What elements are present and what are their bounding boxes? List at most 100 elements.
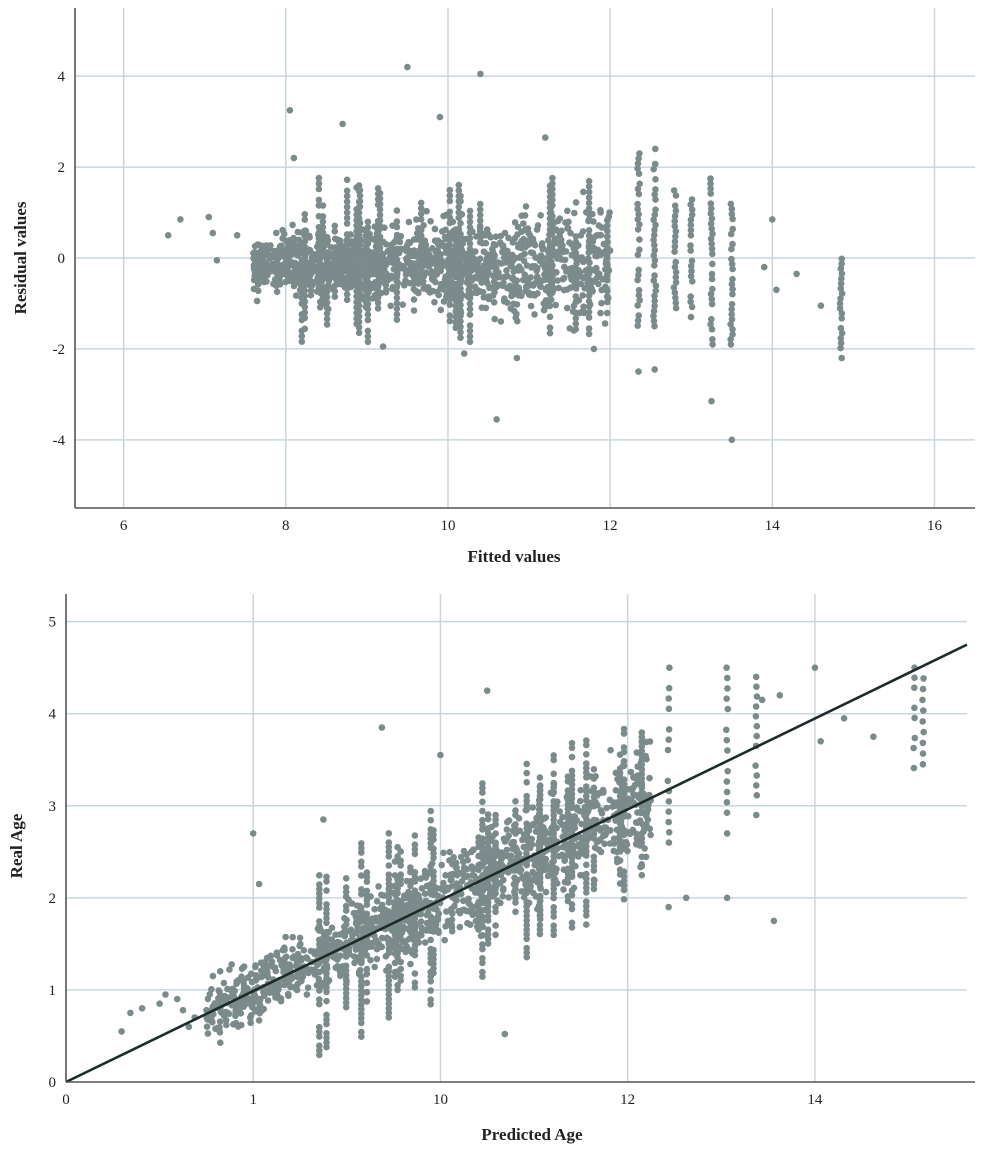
regression-line — [65, 643, 968, 1084]
data-point — [559, 275, 567, 283]
data-point — [343, 214, 351, 222]
data-point — [336, 237, 343, 244]
data-point — [267, 952, 275, 960]
data-point — [427, 830, 435, 838]
data-point — [385, 889, 393, 897]
data-point — [298, 283, 306, 291]
data-point — [536, 815, 544, 823]
data-point — [555, 248, 562, 256]
data-point — [319, 213, 327, 220]
data-point — [466, 311, 474, 318]
data-point — [838, 270, 846, 278]
data-point — [427, 922, 435, 930]
data-point — [363, 938, 371, 945]
data-point — [410, 307, 418, 314]
data-point — [427, 927, 435, 934]
data-point — [536, 792, 544, 800]
data-point — [707, 190, 714, 197]
data-point — [457, 219, 464, 227]
data-point — [638, 789, 646, 796]
data-point — [385, 935, 393, 943]
data-point — [729, 285, 736, 293]
data-point — [838, 255, 846, 263]
data-point — [374, 283, 382, 290]
data-point — [728, 205, 736, 213]
data-point — [336, 248, 343, 255]
data-point — [520, 235, 527, 243]
data-point — [323, 1039, 330, 1046]
data-point — [216, 968, 224, 975]
data-point — [550, 931, 557, 939]
data-point — [394, 986, 401, 994]
data-point — [385, 995, 393, 1003]
data-point — [204, 1030, 212, 1037]
data-point — [484, 834, 492, 841]
data-point — [620, 730, 628, 737]
data-point — [355, 313, 363, 320]
residual-plot-xlabel: Fitted values — [467, 547, 560, 566]
data-point — [509, 239, 517, 246]
data-point — [707, 290, 715, 298]
data-point — [672, 258, 679, 266]
data-point — [410, 236, 418, 243]
data-point — [708, 315, 715, 323]
data-point — [286, 982, 293, 989]
data-point — [687, 293, 694, 300]
data-point — [517, 252, 525, 260]
data-point — [596, 836, 604, 843]
data-point — [590, 885, 598, 893]
data-point — [707, 321, 714, 328]
data-point — [536, 875, 544, 883]
data-point — [323, 937, 330, 945]
data-point — [590, 798, 598, 805]
data-point — [620, 744, 628, 751]
data-point — [585, 265, 593, 272]
data-point — [603, 216, 611, 224]
data-point — [652, 186, 659, 193]
data-point — [394, 903, 401, 911]
data-point — [837, 285, 845, 292]
data-point — [446, 241, 454, 248]
data-point — [440, 849, 447, 857]
data-point — [342, 948, 350, 956]
data-point — [536, 824, 544, 832]
data-point — [363, 887, 371, 895]
data-point — [664, 746, 672, 754]
data-point — [316, 918, 323, 925]
data-point — [323, 250, 331, 257]
data-point — [301, 216, 309, 223]
data-point — [216, 1018, 224, 1025]
data-point — [446, 295, 454, 303]
data-point — [355, 307, 363, 315]
data-point — [536, 801, 544, 809]
y-tick-label: 1 — [49, 983, 57, 999]
data-point — [220, 1012, 228, 1019]
y-tick-label: 4 — [58, 69, 66, 85]
data-point — [513, 301, 521, 308]
data-point — [635, 170, 643, 177]
data-point — [638, 752, 646, 759]
data-point — [585, 314, 593, 321]
data-point — [652, 282, 660, 290]
data-point — [316, 982, 323, 990]
data-point — [385, 945, 393, 952]
data-point — [434, 916, 442, 923]
data-point — [342, 902, 350, 910]
data-point — [358, 844, 365, 852]
data-point — [247, 1019, 254, 1027]
data-point — [417, 254, 425, 261]
data-point — [590, 876, 598, 884]
data-point — [523, 843, 530, 850]
data-point — [358, 913, 365, 921]
data-point — [455, 203, 463, 211]
age-plot-grid — [66, 594, 967, 1082]
data-point — [550, 834, 557, 842]
data-point — [393, 223, 401, 231]
data-point — [316, 872, 323, 879]
data-point — [723, 799, 731, 806]
data-point — [723, 695, 730, 702]
data-point — [550, 811, 557, 819]
data-point — [635, 286, 643, 294]
data-point — [484, 825, 492, 832]
